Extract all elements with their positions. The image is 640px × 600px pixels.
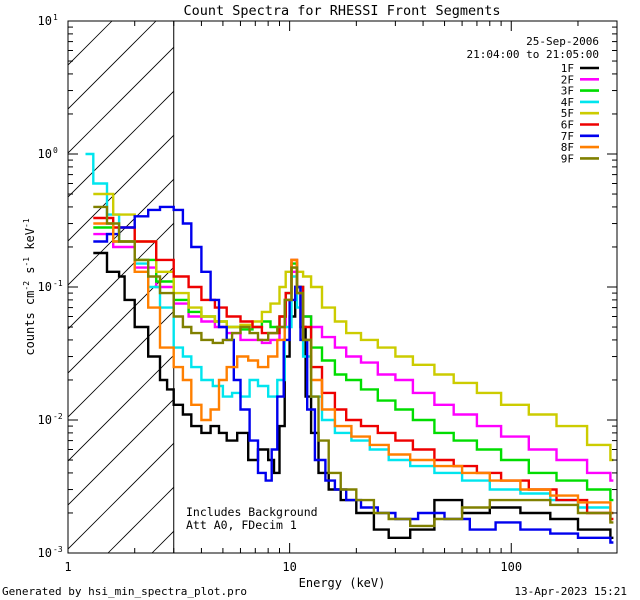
legend-label-9F: 9F [561, 152, 574, 165]
hatch-line [68, 222, 174, 330]
x-tick-label: 100 [500, 560, 522, 574]
legend: 25-Sep-2006 21:04:00 to 21:05:00 1F2F3F4… [467, 35, 599, 165]
y-tick-label: 10 [38, 413, 52, 427]
x-axis-ticks: 1 10 100 [64, 21, 618, 574]
legend-date: 25-Sep-2006 [526, 35, 599, 48]
y-label-part-2: s [23, 267, 37, 281]
y-axis-label: counts cm-2 s-1 keV-1 [22, 218, 37, 355]
legend-label-4F: 4F [561, 96, 574, 109]
y-label-exp-2: -1 [22, 257, 31, 267]
y-label-part-3: keV [23, 228, 37, 257]
legend-label-7F: 7F [561, 130, 574, 143]
y-label-exp-3: -1 [22, 218, 31, 228]
y-tick-exponent: 0 [53, 146, 58, 155]
hatch-line [68, 398, 174, 506]
legend-label-1F: 1F [561, 62, 574, 75]
chart-title: Count Spectra for RHESSI Front Segments [184, 3, 501, 19]
legend-label-6F: 6F [561, 119, 574, 132]
y-label-exp-1: -2 [22, 281, 31, 291]
y-tick-label: 10 [38, 546, 52, 560]
spectra-series [85, 152, 614, 544]
series-line-5F [93, 192, 614, 462]
legend-time-range: 21:04:00 to 21:05:00 [467, 48, 599, 61]
annotation-background: Includes Background [186, 505, 318, 519]
hatch-line [68, 442, 174, 550]
legend-label-2F: 2F [561, 73, 574, 86]
hatch-line [68, 90, 174, 198]
y-label-part-1: counts cm [23, 291, 37, 356]
y-tick-label: 10 [38, 280, 52, 294]
y-tick-exponent: 1 [53, 13, 58, 22]
footer-generated-by: Generated by hsi_min_spectra_plot.pro [2, 585, 247, 598]
footer-timestamp: 13-Apr-2023 15:21 [514, 585, 627, 598]
x-axis-label: Energy (keV) [299, 576, 386, 590]
y-tick-exponent: -1 [53, 279, 63, 288]
y-tick-exponent: -2 [53, 412, 63, 421]
legend-label-5F: 5F [561, 107, 574, 120]
y-tick-label: 10 [38, 14, 52, 28]
legend-label-3F: 3F [561, 85, 574, 98]
series-line-9F [93, 205, 614, 528]
series-line-1F [93, 251, 614, 539]
svg-text:counts cm-2 s-1 keV-1: counts cm-2 s-1 keV-1 [22, 218, 37, 355]
x-tick-label: 10 [282, 560, 296, 574]
x-tick-label: 1 [64, 560, 71, 574]
y-tick-exponent: -3 [53, 545, 63, 554]
series-line-4F [85, 152, 614, 515]
legend-label-8F: 8F [561, 141, 574, 154]
annotation-attenuator: Att A0, FDecim 1 [186, 518, 297, 532]
y-tick-label: 10 [38, 147, 52, 161]
hatch-line [68, 46, 174, 154]
